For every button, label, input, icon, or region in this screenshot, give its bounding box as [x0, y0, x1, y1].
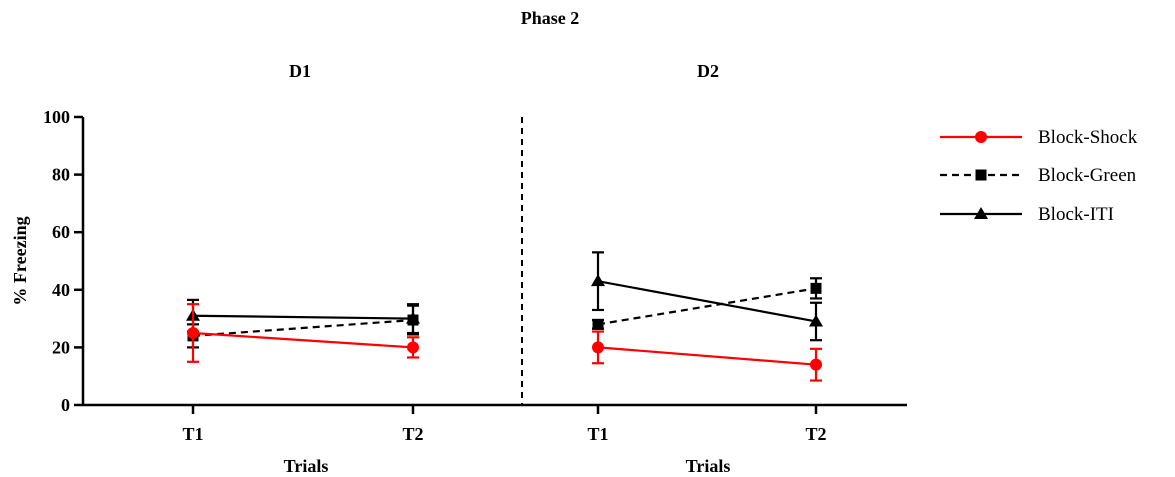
series-line-block-shock-d2 [597, 346, 817, 366]
point-block-green-3 [810, 282, 822, 294]
legend-item-block-iti: Block-ITI [940, 204, 1114, 225]
legend-label-block-iti: Block-ITI [1038, 204, 1114, 225]
panel-label-d2: D2 [697, 61, 719, 81]
y-tick-label-100: 100 [43, 107, 70, 127]
legend-item-block-shock: Block-Shock [940, 127, 1138, 148]
y-tick-label-60: 60 [52, 222, 70, 242]
series-block-shock [187, 303, 822, 382]
legend: Block-Shock Block-Green Block-ITI [940, 127, 1138, 225]
point-block-iti-2 [591, 274, 605, 287]
point-block-green-1 [407, 314, 419, 326]
axes: 0 20 40 60 80 100 T1 T2 T1 T2 [43, 107, 907, 444]
chart-title: Phase 2 [521, 8, 580, 28]
y-tick-label-80: 80 [52, 165, 70, 185]
x-tick-label-d1-t2: T2 [402, 424, 423, 444]
x-axis-label-d1: Trials [284, 456, 329, 476]
legend-item-block-green: Block-Green [940, 165, 1137, 186]
legend-marker-block-green [975, 169, 987, 181]
y-tick-label-40: 40 [52, 280, 70, 300]
point-block-shock-0 [187, 327, 199, 339]
x-tick-label-d2-t1: T1 [587, 424, 608, 444]
y-tick-label-0: 0 [61, 395, 70, 415]
point-block-iti-3 [809, 314, 823, 327]
series-line-block-green-d2 [597, 287, 817, 326]
legend-label-block-shock: Block-Shock [1038, 127, 1138, 148]
point-block-green-2 [592, 318, 604, 330]
legend-marker-block-iti [974, 207, 988, 219]
y-tick-label-20: 20 [52, 337, 70, 357]
panel-label-d1: D1 [289, 61, 311, 81]
series-line-block-iti-d2 [597, 280, 817, 323]
x-tick-label-d2-t2: T2 [805, 424, 826, 444]
point-block-shock-2 [592, 341, 604, 354]
series-block-iti [186, 251, 823, 342]
series-block-green [187, 277, 822, 349]
series-layer [186, 251, 823, 382]
series-line-block-shock-d1 [192, 331, 414, 349]
legend-label-block-green: Block-Green [1038, 165, 1137, 186]
point-block-shock-1 [407, 341, 419, 354]
y-axis-label: % Freezing [10, 216, 30, 305]
series-line-block-green-d1 [192, 318, 414, 337]
x-tick-label-d1-t1: T1 [182, 424, 203, 444]
legend-marker-block-shock [975, 131, 987, 143]
x-axis-label-d2: Trials [686, 456, 731, 476]
point-block-shock-3 [810, 358, 822, 371]
series-line-block-iti-d1 [192, 314, 414, 320]
